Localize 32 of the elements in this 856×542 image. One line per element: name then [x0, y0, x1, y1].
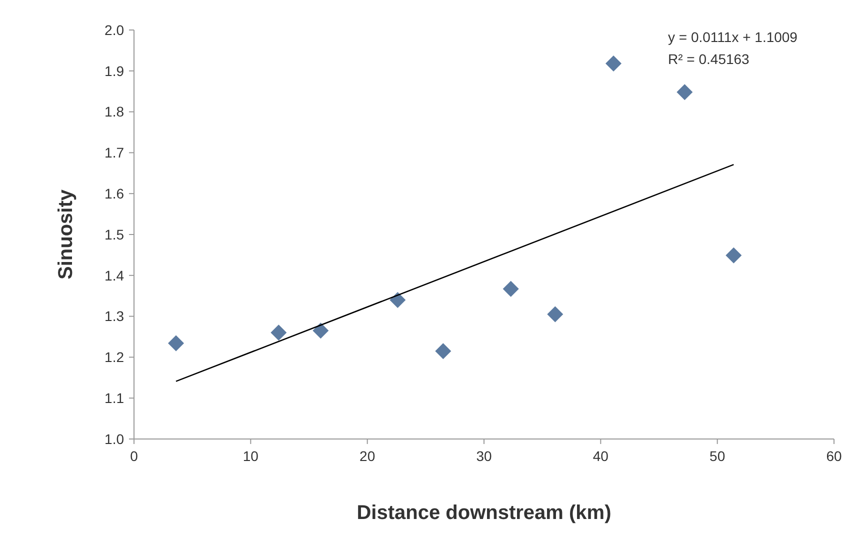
- point: [270, 324, 287, 341]
- x-tick-label: 40: [592, 448, 609, 464]
- y-tick-label: 1.1: [104, 390, 124, 406]
- y-tick-label: 1.7: [104, 144, 124, 161]
- annotation: y = 0.0111x + 1.1009: [668, 29, 798, 45]
- x-axis-title: Distance downstream (km): [356, 502, 612, 524]
- y-axis-title: Sinuosity: [55, 188, 77, 280]
- point: [502, 280, 519, 297]
- x-tick-label: 60: [826, 448, 842, 464]
- y-tick-label: 1.6: [104, 186, 124, 202]
- x-tick-label: 20: [360, 448, 376, 464]
- x-tick-label: 50: [710, 448, 726, 464]
- x-tick-label: 0: [130, 448, 138, 464]
- y-tick-label: 1.4: [104, 267, 124, 284]
- y-tick-label: 1.2: [104, 349, 124, 366]
- point: [168, 335, 184, 352]
- y-tick-label: 1.0: [104, 430, 124, 447]
- point: [547, 306, 564, 322]
- point: [435, 343, 452, 360]
- point: [676, 84, 693, 100]
- annotation: R² = 0.45163: [668, 51, 750, 67]
- point: [726, 247, 742, 264]
- y-tick-label: 1.9: [104, 62, 124, 79]
- y-tick-label: 1.5: [104, 226, 124, 242]
- point: [312, 322, 329, 339]
- y-tick-label: 1.3: [104, 308, 124, 324]
- y-tick-label: 1.8: [104, 104, 124, 120]
- point: [606, 56, 622, 72]
- x-tick-label: 30: [476, 448, 492, 464]
- point: [390, 292, 406, 308]
- y-tick-label: 2.0: [104, 22, 124, 38]
- x-tick-label: 10: [242, 448, 259, 464]
